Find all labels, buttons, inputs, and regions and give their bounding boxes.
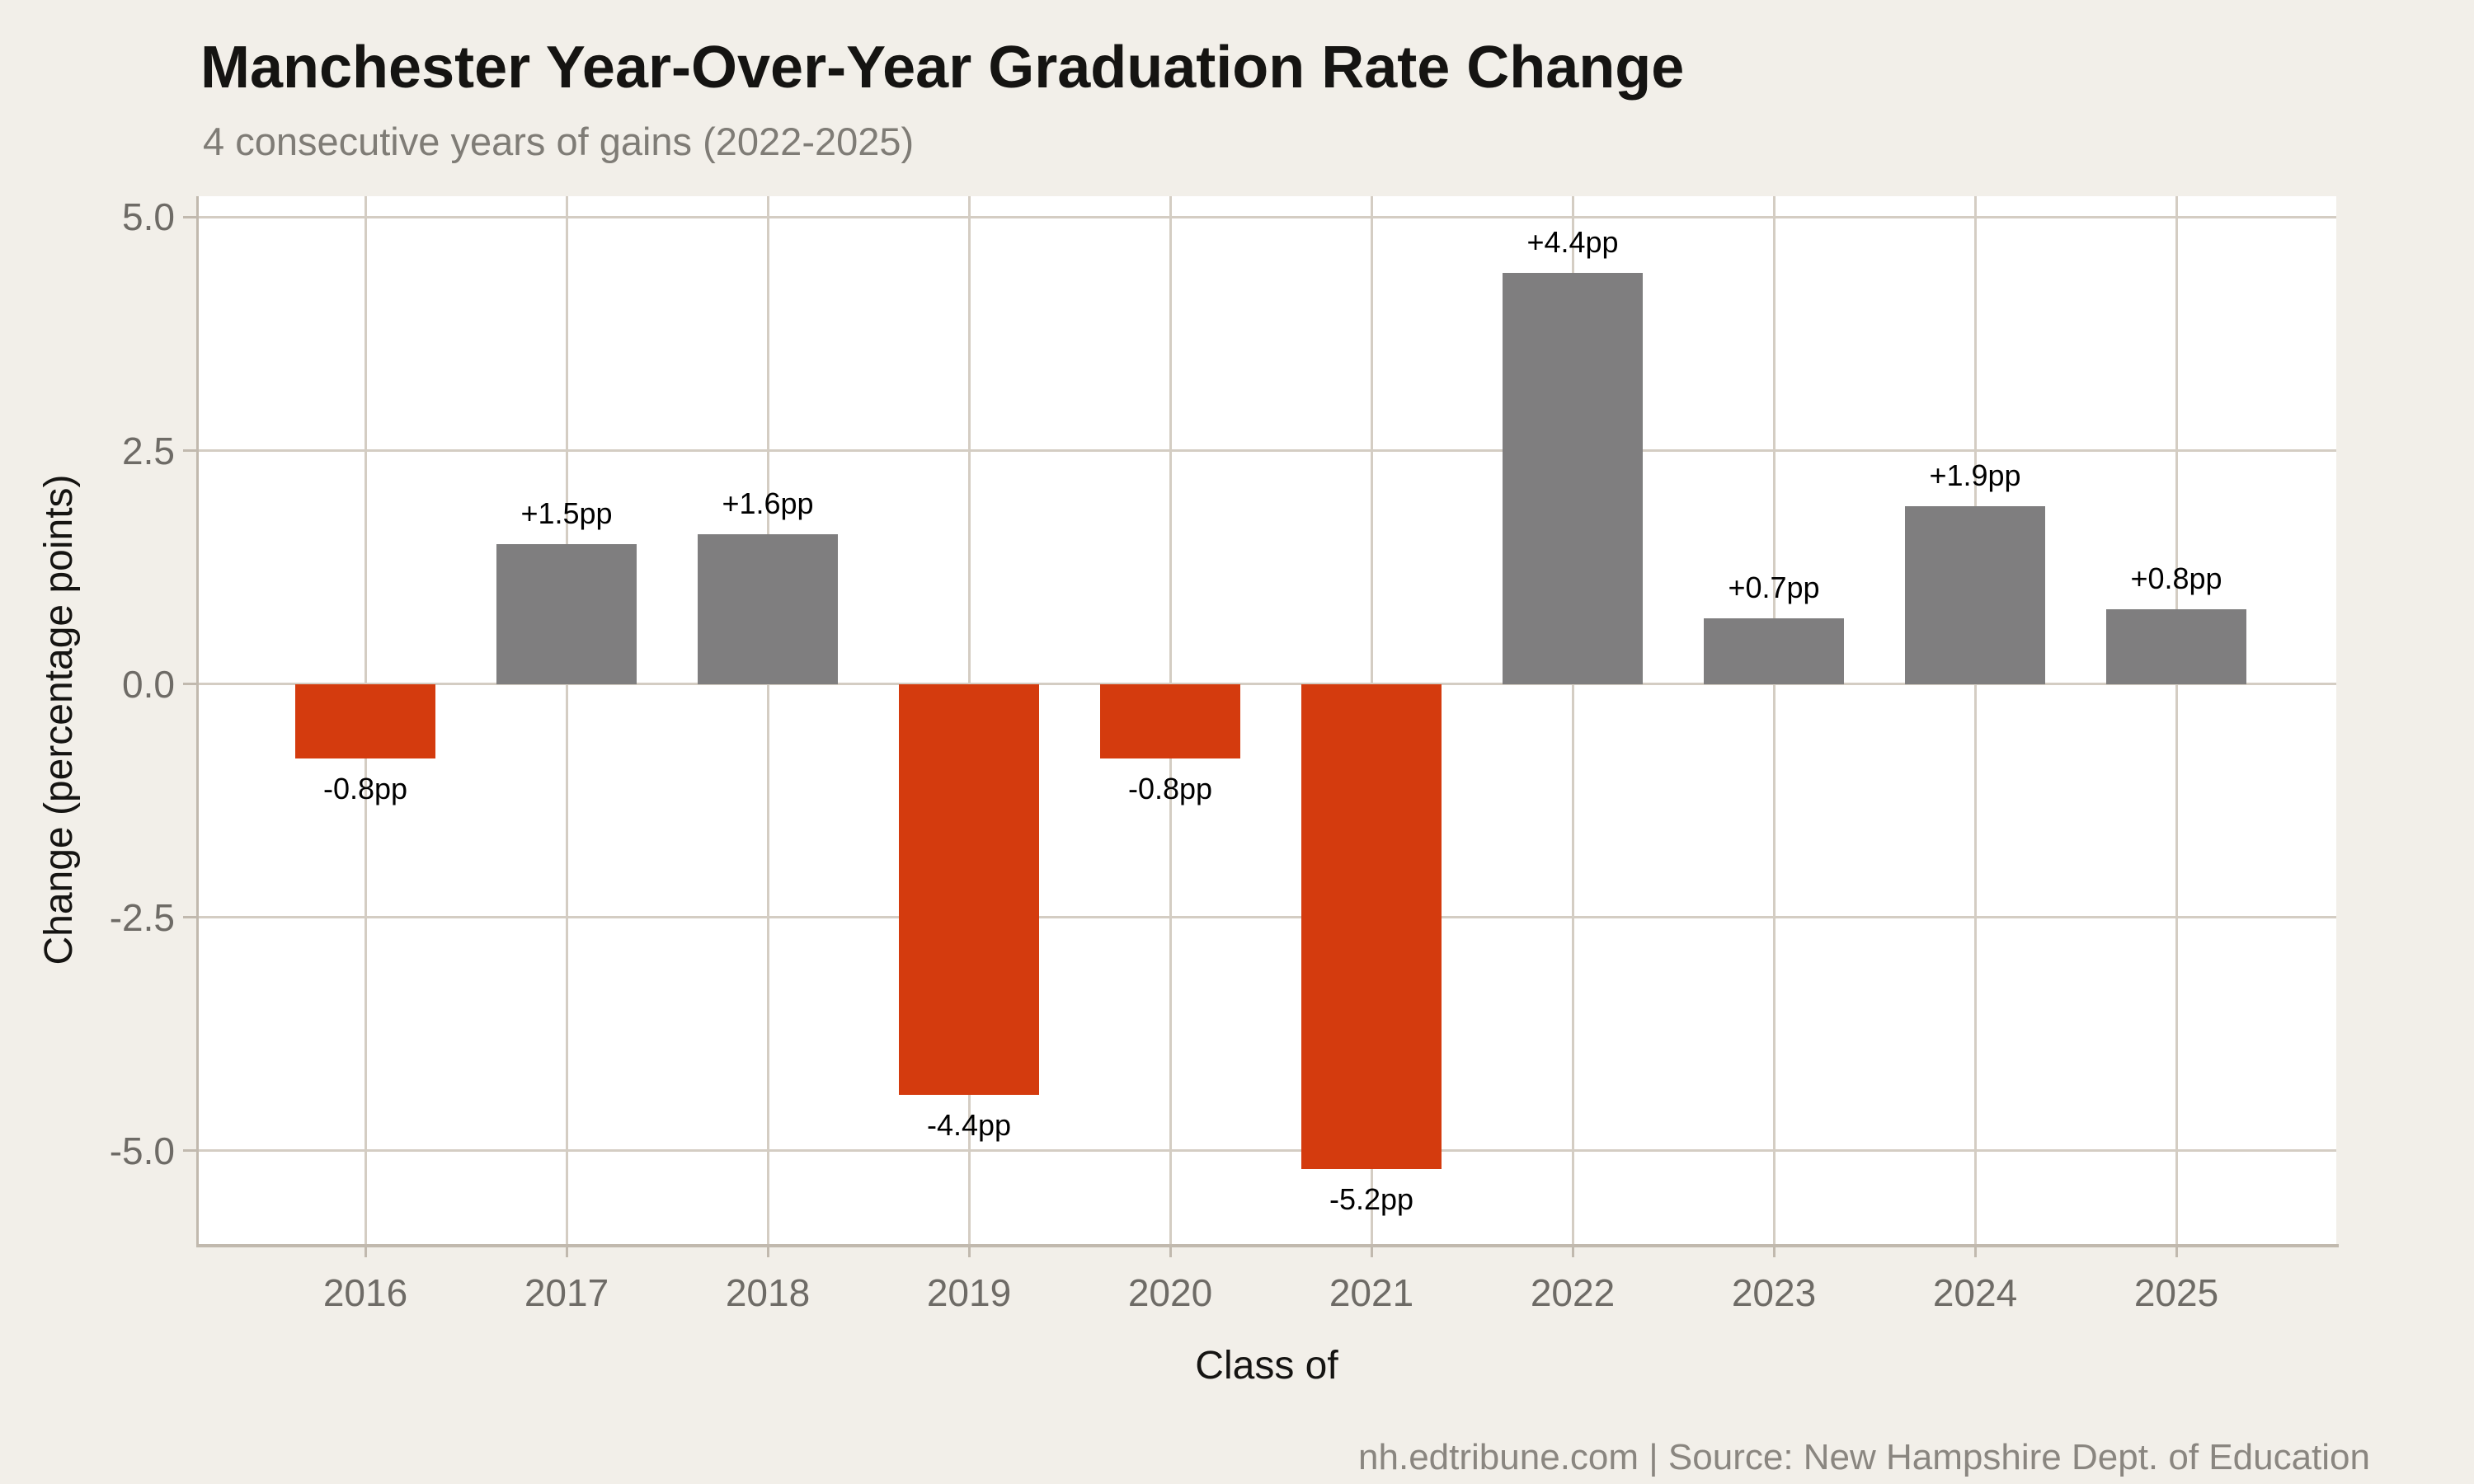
y-tick-label--2.5: -2.5	[109, 895, 175, 939]
y-tick-2.5	[183, 449, 198, 453]
x-tick-label-2024: 2024	[1932, 1271, 2018, 1314]
y-tick-5.0	[183, 215, 198, 218]
gridline-y-0.0	[198, 683, 2336, 686]
source-attribution: nh.edtribune.com | Source: New Hampshire…	[1358, 1437, 2370, 1477]
bar-2024	[1905, 506, 2045, 684]
bar-label-2025: +0.8pp	[2130, 561, 2222, 596]
bar-label-2018: +1.6pp	[722, 486, 814, 521]
gridline-y-5.0	[198, 215, 2336, 218]
x-tick-label-2022: 2022	[1530, 1271, 1616, 1314]
x-tick-label-2016: 2016	[322, 1271, 408, 1314]
y-tick-label-2.5: 2.5	[122, 429, 175, 472]
y-tick-label-5.0: 5.0	[122, 195, 175, 239]
bar-label-2017: +1.5pp	[520, 495, 613, 530]
x-tick-2023	[1772, 1244, 1776, 1257]
y-tick--5.0	[183, 1149, 198, 1153]
gridline-x-2023	[1772, 196, 1776, 1244]
bar-2025	[2106, 609, 2246, 684]
x-tick-2017	[565, 1244, 568, 1257]
x-tick-2020	[1169, 1244, 1172, 1257]
x-tick-2025	[2175, 1244, 2178, 1257]
x-tick-label-2021: 2021	[1329, 1271, 1414, 1314]
x-axis-title: Class of	[1195, 1344, 1338, 1388]
gridline-y--5.0	[198, 1149, 2336, 1153]
bar-2017	[496, 543, 637, 684]
bar-label-2019: -4.4pp	[926, 1107, 1012, 1142]
bar-2018	[698, 534, 838, 684]
gridline-x-2024	[1973, 196, 1977, 1244]
x-tick-label-2025: 2025	[2133, 1271, 2219, 1314]
x-tick-2019	[967, 1244, 971, 1257]
gridline-x-2025	[2175, 196, 2178, 1244]
plot-area	[198, 196, 2336, 1244]
bar-2019	[899, 683, 1039, 1095]
chart-subtitle: 4 consecutive years of gains (2022-2025)	[203, 120, 915, 163]
x-tick-label-2017: 2017	[524, 1271, 609, 1314]
gridline-y--2.5	[198, 916, 2336, 919]
y-tick--2.5	[183, 916, 198, 919]
gridline-x-2017	[565, 196, 568, 1244]
x-tick-label-2023: 2023	[1731, 1271, 1817, 1314]
y-tick-label-0.0: 0.0	[122, 662, 175, 706]
bar-label-2020: -0.8pp	[1127, 772, 1213, 806]
x-tick-label-2018: 2018	[725, 1271, 811, 1314]
bar-label-2024: +1.9pp	[1929, 458, 2021, 493]
x-tick-2022	[1571, 1244, 1574, 1257]
bar-label-2022: +4.4pp	[1526, 225, 1619, 260]
bar-2022	[1503, 273, 1643, 684]
gridline-x-2022	[1571, 196, 1574, 1244]
chart-title: Manchester Year-Over-Year Graduation Rat…	[200, 35, 1685, 101]
bar-label-2023: +0.7pp	[1728, 571, 1820, 605]
x-tick-2021	[1370, 1244, 1373, 1257]
bar-2021	[1301, 683, 1442, 1170]
bar-2020	[1100, 683, 1240, 759]
y-tick-label--5.0: -5.0	[109, 1129, 175, 1172]
bar-label-2016: -0.8pp	[322, 772, 408, 806]
x-tick-label-2020: 2020	[1127, 1271, 1213, 1314]
x-tick-2018	[766, 1244, 769, 1257]
gridline-x-2018	[766, 196, 769, 1244]
x-tick-2024	[1973, 1244, 1977, 1257]
gridline-y-2.5	[198, 449, 2336, 453]
y-axis-title: Change (percentage points)	[37, 474, 81, 965]
x-tick-2016	[364, 1244, 367, 1257]
y-axis-line	[196, 196, 199, 1247]
x-tick-label-2019: 2019	[926, 1271, 1012, 1314]
bar-label-2021: -5.2pp	[1329, 1182, 1414, 1217]
bar-2016	[295, 683, 435, 759]
bar-2023	[1704, 618, 1844, 684]
x-axis-line	[196, 1244, 2339, 1247]
y-tick-0.0	[183, 683, 198, 686]
